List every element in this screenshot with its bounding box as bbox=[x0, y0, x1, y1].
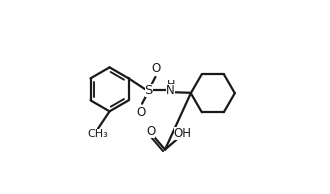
Text: OH: OH bbox=[174, 127, 192, 140]
Text: O: O bbox=[152, 62, 161, 75]
Text: N: N bbox=[166, 84, 175, 97]
Text: O: O bbox=[146, 125, 155, 138]
Text: H: H bbox=[167, 80, 175, 90]
Text: O: O bbox=[137, 106, 146, 119]
Text: CH₃: CH₃ bbox=[87, 129, 108, 139]
Text: S: S bbox=[145, 84, 153, 97]
